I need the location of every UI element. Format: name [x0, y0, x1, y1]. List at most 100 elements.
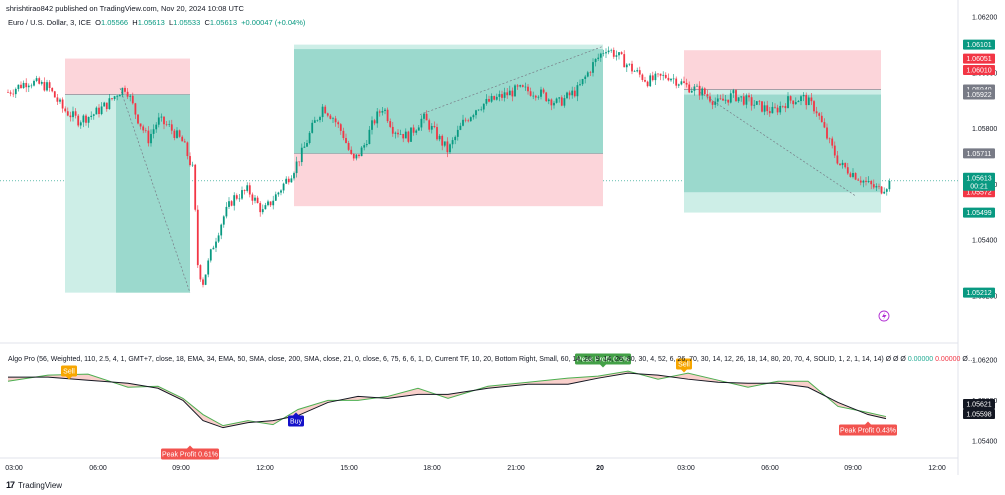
candle [259, 201, 262, 217]
time-tick-label: 12:00 [256, 465, 274, 472]
candle [493, 95, 496, 101]
candle [254, 195, 256, 204]
price-label-text: 1.05922 [966, 92, 991, 99]
position-stop-zone [294, 153, 603, 207]
trade-path-line [419, 45, 604, 115]
candle [319, 115, 321, 123]
sell-signal: Sell [676, 358, 692, 373]
candle [625, 63, 628, 73]
candle [706, 89, 709, 100]
candle [82, 114, 85, 128]
candle [389, 118, 392, 129]
candle [209, 248, 212, 263]
candle [428, 118, 431, 133]
candle [573, 86, 576, 98]
candle [703, 87, 706, 96]
candle [550, 98, 553, 111]
candle [147, 126, 150, 147]
candle [373, 118, 376, 126]
candle [885, 188, 888, 196]
candle [51, 87, 54, 93]
candle [469, 116, 472, 122]
candle [865, 176, 867, 186]
indicator-value-2: 0.00000 [935, 356, 961, 363]
indicator-params: Algo Pro (56, Weighted, 110, 2.5, 4, 1, … [8, 356, 884, 363]
candle [828, 137, 831, 144]
peak-profit-badge: Peak Profit 0.2% [575, 353, 631, 368]
candle [495, 93, 498, 101]
candle [443, 141, 446, 148]
candle [48, 80, 51, 92]
time-tick-label: 18:00 [423, 465, 441, 472]
candle [727, 99, 730, 106]
candle [800, 94, 802, 106]
indicator-tick-label: 1.05400 [972, 438, 997, 445]
current-price-text: 1.05613 [966, 175, 991, 182]
candle [503, 87, 506, 102]
candle [859, 176, 862, 186]
candle [371, 116, 373, 135]
candle [729, 90, 732, 104]
candle [399, 129, 402, 135]
candle [633, 69, 636, 72]
candle [714, 97, 717, 108]
candle [7, 89, 9, 94]
candle [365, 140, 368, 148]
candle [178, 129, 181, 138]
time-tick-label: 15:00 [340, 465, 358, 472]
candle [324, 104, 327, 114]
candle [358, 154, 360, 159]
candle [836, 150, 839, 165]
candle [345, 133, 347, 144]
candle [693, 84, 696, 96]
candle [155, 122, 158, 133]
candle [394, 131, 397, 139]
alert-lightning-icon [878, 310, 890, 322]
candle [774, 103, 776, 109]
candle [488, 95, 490, 103]
candle [880, 186, 883, 195]
candle [433, 121, 436, 129]
candle [43, 77, 46, 92]
candle [724, 95, 727, 104]
candle [698, 81, 701, 100]
price-label-text: 1.06010 [966, 68, 991, 75]
candle [282, 182, 285, 194]
candle [165, 120, 168, 127]
candle [407, 130, 410, 144]
sell-signal-text: Sell [678, 362, 690, 369]
candle [737, 97, 740, 103]
price-label-tag: 1.05711 [963, 148, 995, 159]
candle [797, 100, 800, 103]
candle [792, 100, 795, 109]
candle [750, 94, 753, 111]
candle [854, 172, 857, 181]
candle [722, 93, 724, 101]
candle [651, 71, 654, 82]
candle [534, 94, 537, 101]
candle [654, 71, 657, 86]
candle [46, 79, 48, 92]
candle [303, 142, 306, 148]
ohlc-close: 1.05613 [209, 18, 237, 27]
candle [384, 108, 386, 115]
candle [563, 94, 566, 108]
candle [787, 92, 789, 109]
price-label-text: 1.05711 [967, 151, 992, 158]
candle [667, 73, 670, 82]
price-tick-label: 1.05400 [972, 238, 997, 245]
candle [482, 103, 485, 113]
candle [467, 118, 470, 123]
candle [53, 90, 56, 98]
candle [386, 107, 389, 124]
candle [181, 135, 184, 142]
candle [111, 97, 113, 101]
candle [857, 177, 860, 181]
candle [204, 274, 207, 286]
candle [846, 162, 849, 175]
candle [95, 106, 98, 115]
candle [355, 154, 358, 161]
candle [454, 135, 457, 145]
candle [33, 79, 35, 87]
